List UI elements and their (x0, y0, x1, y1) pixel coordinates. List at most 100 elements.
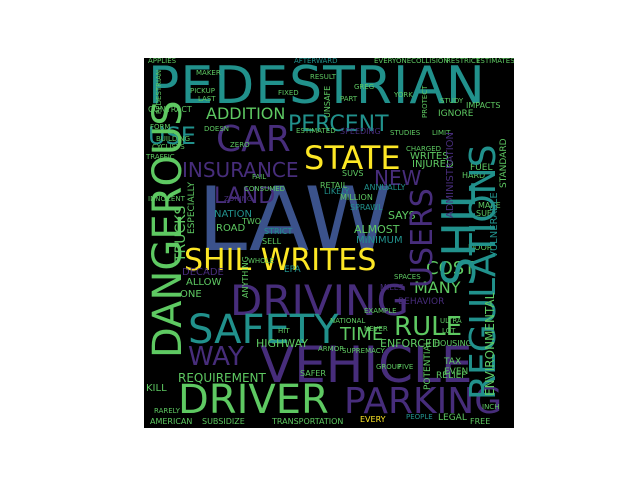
word-one: ONE (180, 289, 202, 300)
word-lot: LOT (442, 327, 456, 335)
word-trucks: TRUCKS (173, 205, 189, 262)
word-two: TWO (242, 217, 262, 226)
word-sue: SUE (476, 209, 492, 218)
word-safer: SAFER (300, 369, 326, 378)
word-highway: HIGHWAY (256, 337, 308, 350)
word-new: NEW (374, 166, 422, 190)
word-allow: ALLOW (186, 277, 222, 288)
word-minimum: MINIMUM (356, 235, 403, 246)
word-people: PEOPLE (406, 413, 433, 421)
word-transportation: TRANSPORTATION (272, 417, 344, 426)
word-every: EVERY (360, 415, 386, 424)
word-speeding: SPEEDING (340, 127, 381, 136)
word-safety: SAFETY (188, 307, 339, 353)
word-pedestrian-small: PEDESTRIAN (155, 69, 163, 114)
word-contract: CONTRACT (148, 105, 192, 114)
word-inch: INCH (482, 403, 500, 411)
word-cost: COST (426, 258, 476, 279)
word-suvs: SUVS (342, 169, 364, 178)
word-behavior: BEHAVIOR (398, 297, 445, 307)
word-car: CAR (216, 119, 291, 160)
word-armor: ARMOR (318, 345, 345, 353)
word-relief: RELIEF (436, 371, 467, 381)
word-standard: STANDARD (499, 138, 509, 188)
word-supremacy: SUPREMACY (342, 347, 385, 355)
word-innocent: INNOCENT (148, 195, 185, 203)
word-administration: ADMINISTRATION (445, 131, 456, 218)
word-pickup: PICKUP (190, 87, 215, 95)
word-free: FREE (470, 417, 491, 426)
word-shil: SHIL (432, 183, 486, 286)
word-national: NATIONAL (330, 317, 366, 325)
word-million: MILLION (340, 193, 373, 202)
word-studies: STUDIES (390, 129, 421, 137)
word-many: MANY (414, 278, 461, 297)
word-never: NEVER (364, 325, 388, 333)
word-estimated: ESTIMATED (296, 127, 336, 135)
word-addition: ADDITION (206, 104, 286, 123)
word-traffic: TRAFFIC (146, 153, 175, 161)
word-charged: CHARGED (406, 145, 442, 153)
word-housing: HOUSING (434, 339, 472, 348)
word-writes: WRITES (410, 151, 449, 162)
word-york: YORK (394, 91, 413, 99)
word-doesn: DOESN (204, 125, 230, 133)
word-percent: PERCENT (288, 112, 389, 137)
word-nation: NATION (214, 209, 252, 220)
word-ultra: ULTRA (440, 317, 462, 325)
word-fixed: FIXED (278, 89, 299, 97)
word-fail: FAIL (252, 173, 267, 181)
word-afterward: AFTERWARD (294, 58, 338, 65)
word-hit: HIT (278, 327, 290, 335)
word-restrict: RESTRICT (446, 58, 481, 65)
word-use: USE (148, 122, 196, 150)
word-zoning: ZONING (224, 195, 253, 203)
word-everyonecollision: EVERYONECOLLISION (374, 58, 449, 65)
word-fuel: FUEL (470, 163, 493, 173)
word-parking: PARKING (344, 381, 503, 422)
word-rarely: RARELY (154, 407, 180, 415)
word-result: RESULT (310, 73, 337, 81)
word-maker: MAKER (196, 69, 221, 77)
word-sprawl: SPRAWL (350, 203, 383, 212)
word-way: WAY (188, 342, 244, 372)
word-strict: STRICT (264, 227, 293, 236)
word-pedestrian: PEDESTRIAN (148, 58, 486, 116)
word-building: BUILDING (156, 135, 191, 143)
word-last: LAST (198, 95, 216, 103)
word-especially: ESPECIALLY (187, 182, 197, 234)
word-driver: DRIVER (178, 377, 329, 423)
word-applies: APPLIES (148, 58, 177, 65)
word-zero: ZERO (230, 141, 250, 149)
word-limit: LIMIT (432, 129, 451, 137)
word-whole: WHOLE (248, 257, 275, 265)
word-vulnerable: VULNERABLE (489, 192, 500, 258)
word-epa: EPA (284, 265, 301, 275)
word-anything: ANYTHING (241, 256, 250, 298)
word-form: FORM (150, 123, 171, 131)
word-time: TIME (340, 324, 384, 345)
word-almost: ALMOST (354, 223, 400, 236)
word-cyclists: CYCLISTS (152, 143, 185, 151)
word-shil-writes: SHIL WRITES (184, 243, 377, 278)
word-spaces: SPACES (394, 273, 421, 281)
word-estimates: ESTIMATES (476, 58, 514, 65)
word-subsidize: SUBSIDIZE (202, 417, 245, 426)
word-land: LAND (214, 184, 276, 209)
word-make: MAKE (478, 201, 501, 210)
word-group: GROUP (376, 363, 402, 371)
word-consumed: CONSUMED (244, 185, 286, 193)
word-driving: DRIVING (230, 276, 409, 325)
word-american: AMERICAN (150, 417, 193, 426)
word-tax: TAX (444, 357, 462, 367)
word-road: ROAD (216, 223, 246, 234)
word-vehicle: VEHICLE (260, 336, 473, 394)
word-enforced: ENFORCED (380, 337, 441, 350)
word-part: PART (340, 95, 358, 103)
word-hard: HARD (462, 171, 486, 180)
word-requirement: REQUIREMENT (178, 371, 266, 385)
word-greg: GREG (354, 83, 375, 91)
word-environmental: ENVIRONMENTAL (483, 292, 497, 396)
word-rule: RULE (394, 312, 463, 342)
word-protect: PROTECT (421, 85, 429, 118)
